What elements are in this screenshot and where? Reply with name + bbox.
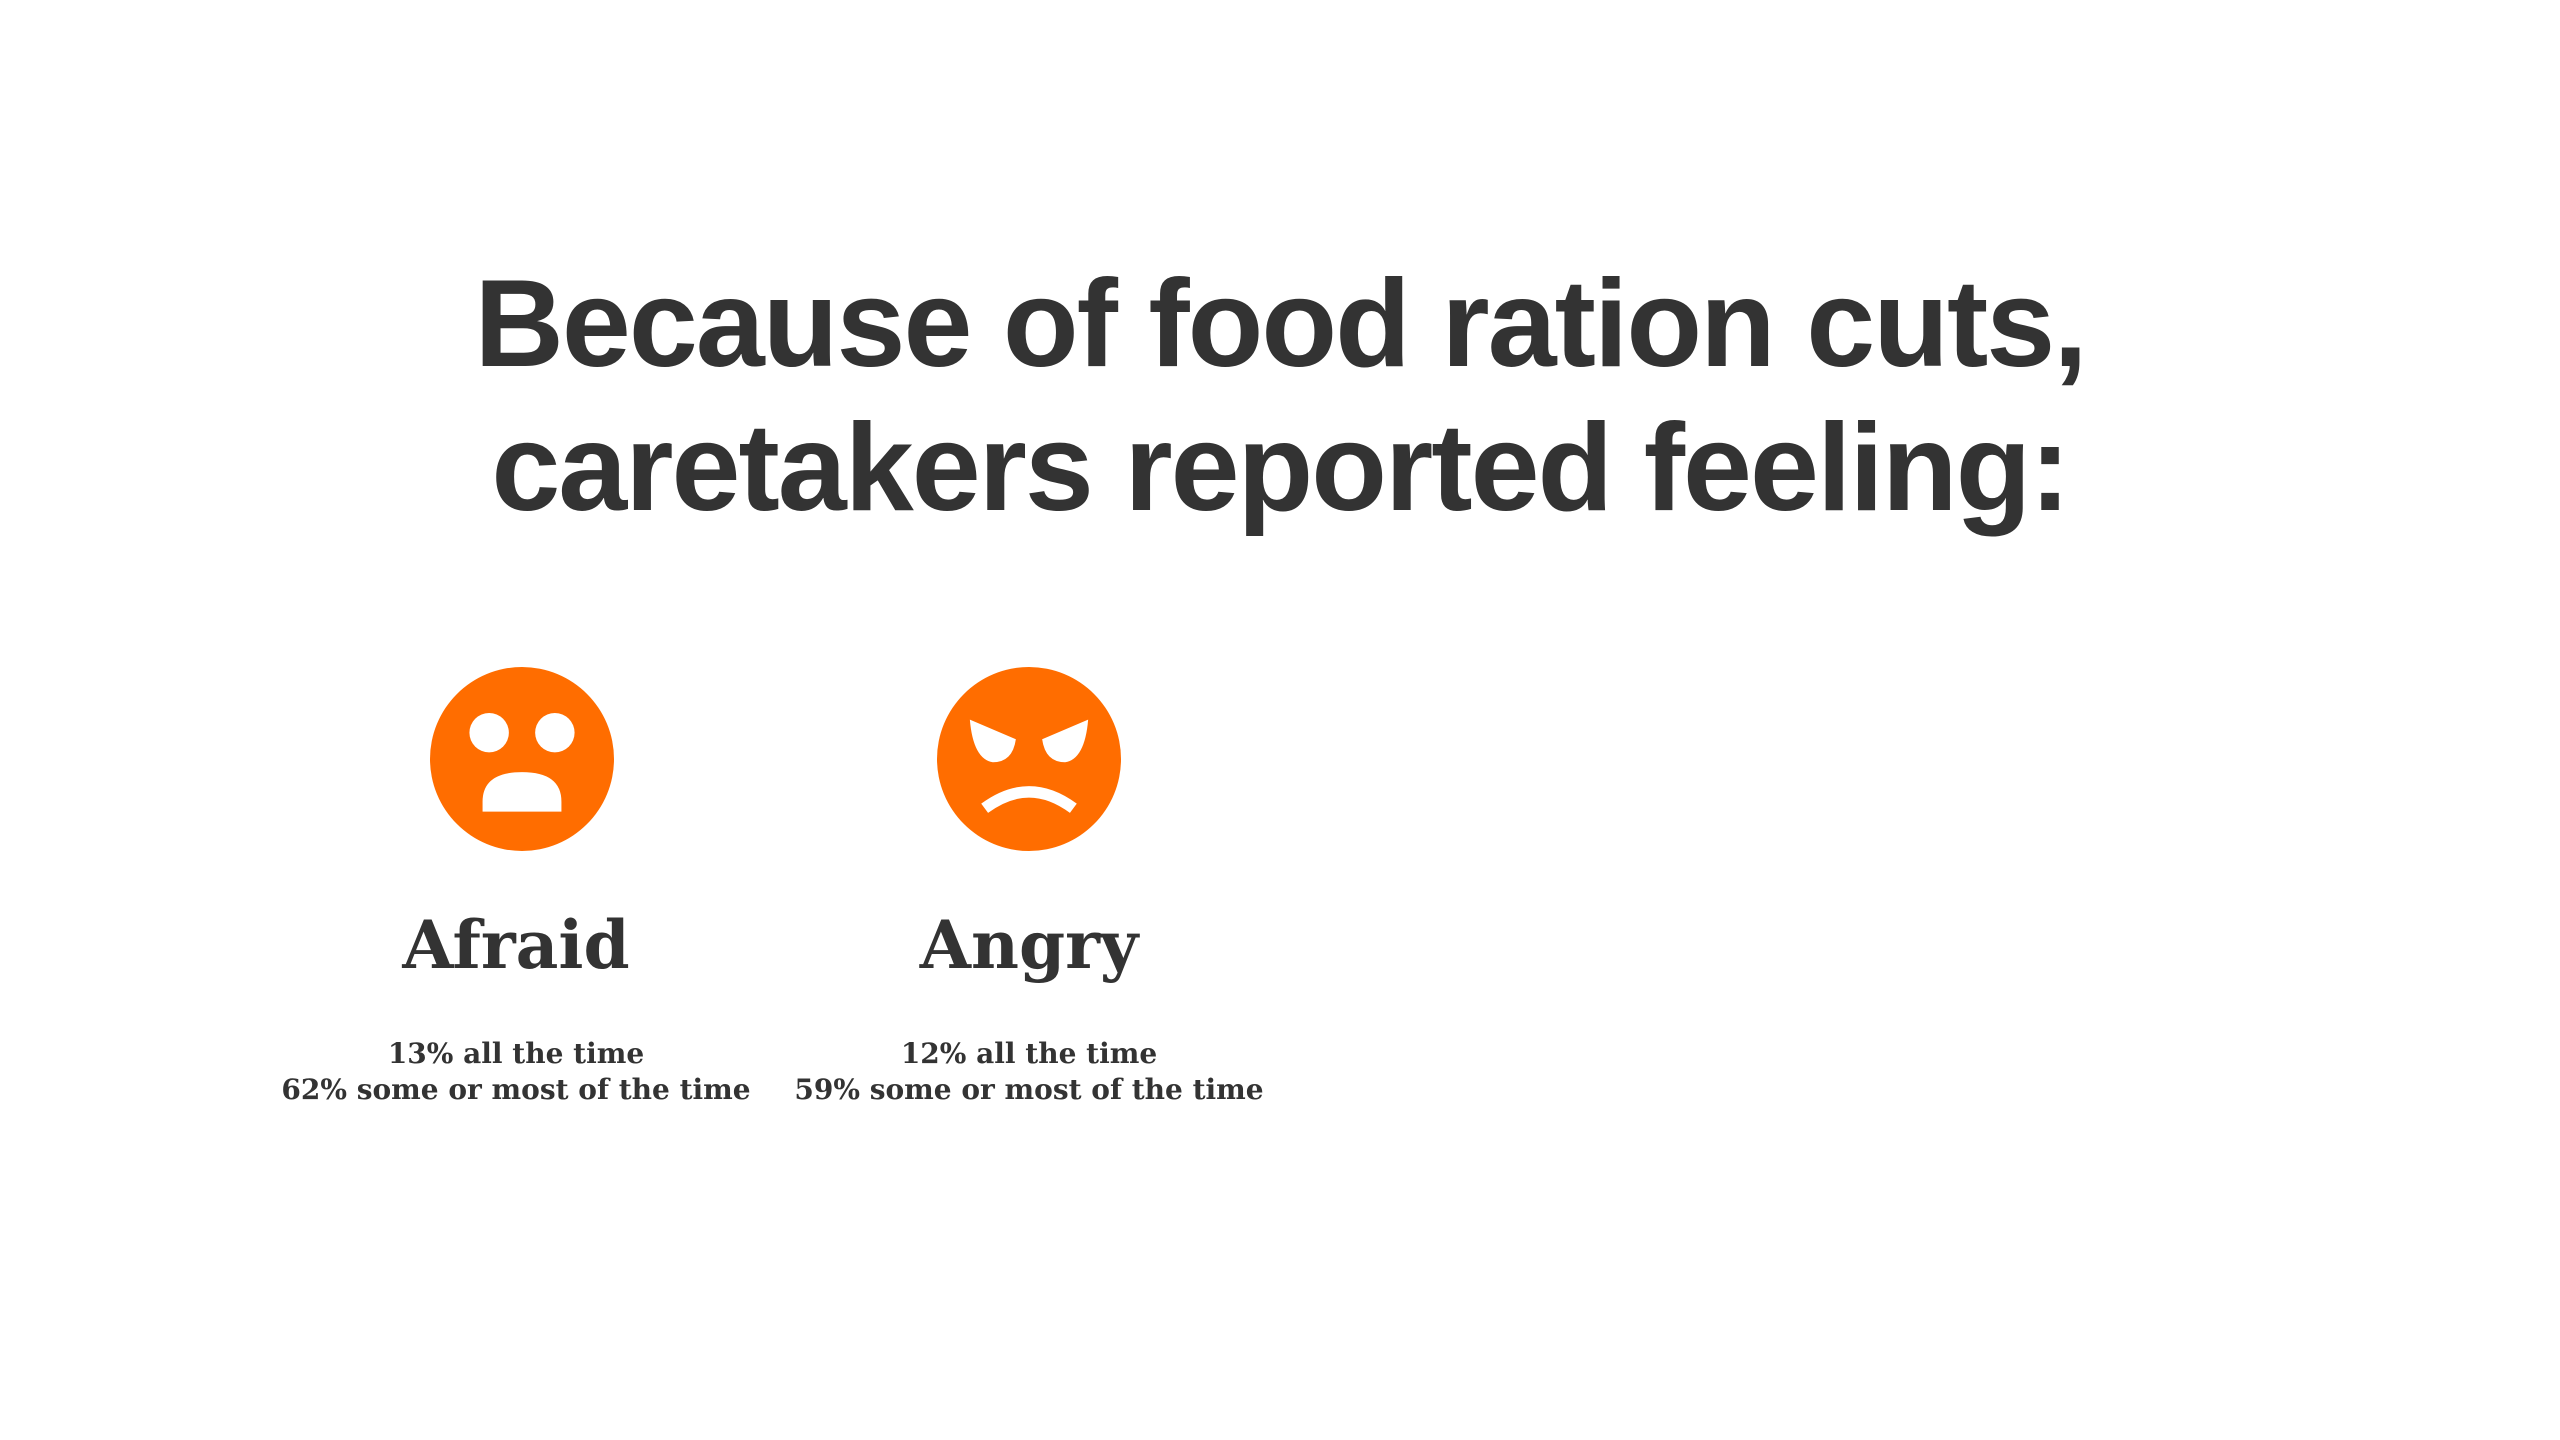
emotion-stat: 62% some or most of the time [281, 1073, 751, 1106]
emotion-label: Angry [919, 906, 1139, 984]
emotion-stat: 12% all the time [900, 1037, 1158, 1070]
afraid-icon [430, 667, 614, 851]
emotion-label: Afraid [402, 906, 630, 984]
angry-icon [937, 667, 1121, 851]
title-line: caretakers reported feeling: [491, 399, 2070, 537]
emotion-stat: 59% some or most of the time [794, 1073, 1264, 1106]
emotion-stat: 13% all the time [387, 1037, 645, 1070]
title-line: Because of food ration cuts, [474, 255, 2087, 393]
